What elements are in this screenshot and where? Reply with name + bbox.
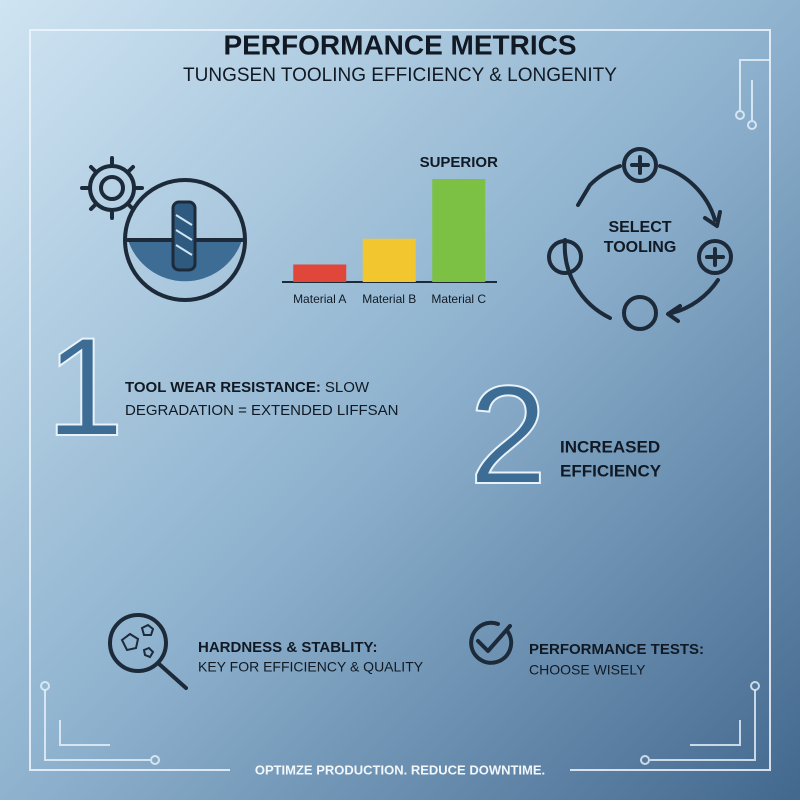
bar (293, 264, 347, 282)
check-icon (469, 620, 514, 665)
frame (29, 29, 771, 771)
point-line: EFFICIENCY (560, 461, 662, 480)
feature-text: CHOOSE WISELY (529, 662, 646, 678)
point-heading: TOOL WEAR RESISTANCE: (125, 379, 321, 396)
category-label: Material C (431, 292, 486, 306)
footer: OPTIMZE PRODUCTION. REDUCE DOWNTIME. (255, 762, 545, 777)
feature-text: KEY FOR EFFICIENCY & QUALITY (198, 659, 424, 675)
point-text: TOOL WEAR RESISTANCE: SLOW (125, 379, 370, 396)
point-line: INCREASED (560, 437, 660, 456)
cycle-icon (547, 147, 733, 331)
tool-icon (80, 156, 247, 302)
bar (362, 238, 416, 282)
bar-chart: Material A Material B Material C SUPERIOR (282, 154, 498, 306)
point-line: SLOW (325, 379, 370, 396)
circuit-decoration (40, 59, 770, 765)
category-label: Material A (293, 292, 346, 306)
cycle-label: TOOLING (604, 239, 677, 256)
bar-annotation: SUPERIOR (420, 154, 499, 171)
big-number: 2 (469, 356, 547, 513)
subtitle: TUNGSEN TOOLING EFFICIENCY & LONGENITY (183, 65, 617, 86)
big-number: 1 (46, 308, 124, 465)
cycle-label: SELECT (608, 219, 671, 236)
category-label: Material B (362, 292, 416, 306)
bar (432, 179, 486, 282)
point-line: DEGRADATION = EXTENDED LIFFSAN (125, 402, 399, 419)
title: PERFORMANCE METRICS (223, 29, 576, 60)
feature-heading: HARDNESS & STABLITY: (198, 639, 377, 656)
feature-heading: PERFORMANCE TESTS: (529, 641, 704, 658)
magnifier-icon (108, 613, 188, 690)
